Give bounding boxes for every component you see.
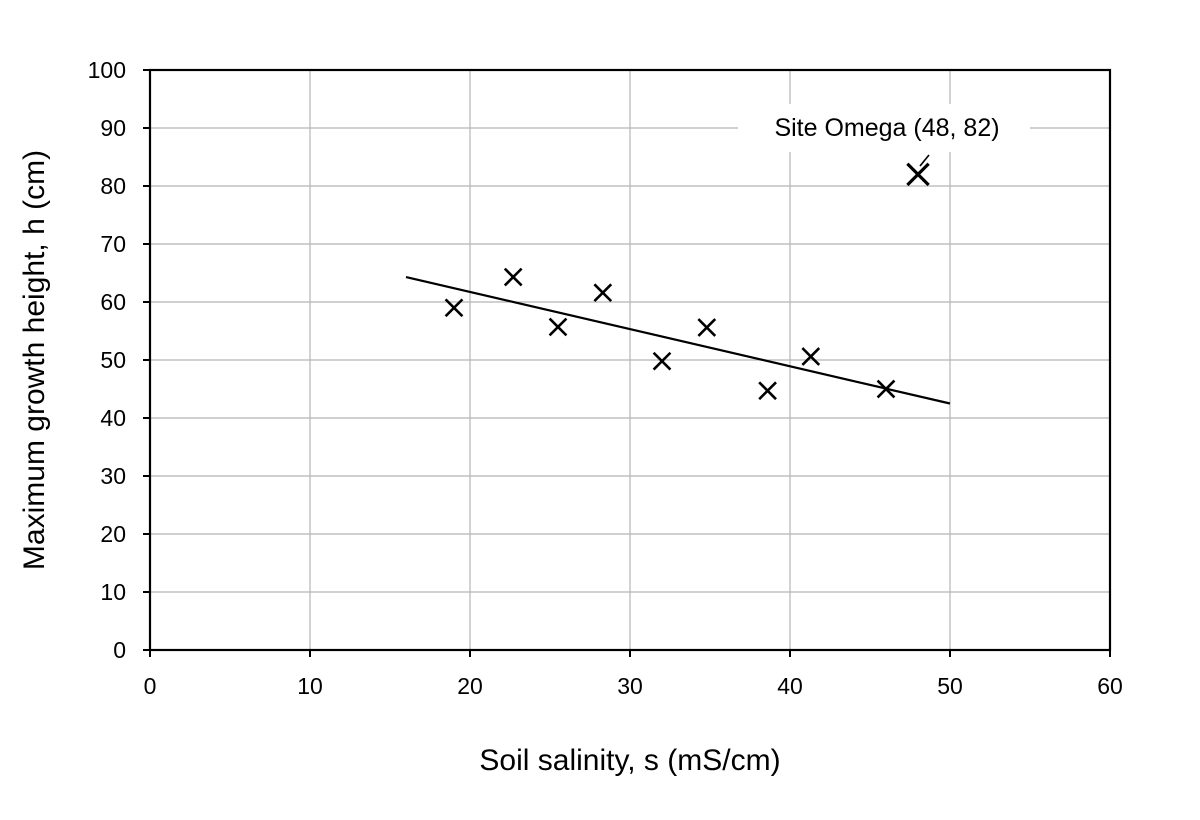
data-point <box>758 381 777 401</box>
annotation-leader <box>919 154 930 167</box>
y-tick-label: 70 <box>100 231 126 257</box>
annotation-background <box>738 104 1030 152</box>
y-tick-label: 10 <box>100 579 126 605</box>
y-axis-title: Maximum growth height, h (cm) <box>18 150 51 570</box>
data-points <box>444 162 930 401</box>
data-point <box>876 379 896 399</box>
annotation-label: Site Omega (48, 82) <box>774 114 999 142</box>
y-tick-label: 60 <box>100 289 126 315</box>
x-tick-label: 30 <box>617 673 643 699</box>
annotation-group: Site Omega (48, 82) <box>738 104 1030 167</box>
y-tick-label: 100 <box>88 57 126 83</box>
trendline-group <box>405 275 951 405</box>
data-point <box>548 317 568 337</box>
y-tick-label: 30 <box>100 463 126 489</box>
data-point <box>652 351 672 371</box>
x-tick-labels: 0 10 20 30 40 50 60 <box>144 673 1123 699</box>
trendline <box>405 275 951 405</box>
y-tick-label: 50 <box>100 347 126 373</box>
y-tick-labels: 0 10 20 30 40 50 60 70 80 90 100 <box>88 57 126 663</box>
x-tick-label: 20 <box>457 673 483 699</box>
x-tick-label: 10 <box>297 673 323 699</box>
data-point <box>444 298 464 318</box>
y-tick-label: 90 <box>100 115 126 141</box>
data-point <box>593 283 613 303</box>
data-point <box>801 347 821 366</box>
y-tick-label: 80 <box>100 173 126 199</box>
axis-ticks <box>143 69 1111 657</box>
x-tick-label: 40 <box>777 673 803 699</box>
outlier-point <box>906 162 930 187</box>
x-tick-label: 0 <box>144 673 157 699</box>
grid-lines <box>150 70 1110 650</box>
data-point <box>697 318 717 337</box>
x-axis-title: Soil salinity, s (mS/cm) <box>479 744 780 777</box>
data-point <box>503 267 523 287</box>
y-tick-label: 0 <box>113 637 126 663</box>
x-tick-label: 50 <box>937 673 963 699</box>
plot-frame <box>148 68 1112 652</box>
y-tick-label: 40 <box>100 405 126 431</box>
y-tick-label: 20 <box>100 521 126 547</box>
x-tick-label: 60 <box>1097 673 1123 699</box>
